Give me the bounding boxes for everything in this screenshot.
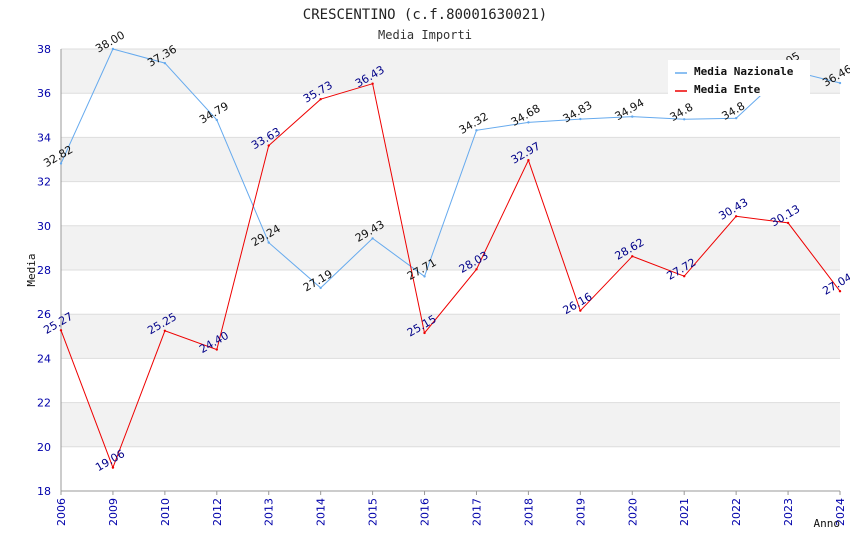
x-tick-label: 2021 xyxy=(678,498,691,526)
data-point-media-nazionale xyxy=(527,121,530,124)
data-point-media-ente xyxy=(838,290,842,293)
data-point-media-nazionale xyxy=(59,162,63,165)
data-point-media-nazionale xyxy=(163,61,167,65)
plot-band xyxy=(61,314,840,359)
data-point-media-nazionale xyxy=(631,115,634,118)
data-point-media-ente xyxy=(423,331,426,335)
data-point-media-ente xyxy=(371,82,374,85)
data-point-media-ente xyxy=(579,309,582,312)
y-tick-label: 30 xyxy=(37,220,51,233)
x-tick-label: 2018 xyxy=(522,498,535,526)
x-tick-label: 2024 xyxy=(834,498,847,526)
plot-band xyxy=(61,358,840,403)
y-tick-label: 36 xyxy=(37,87,51,100)
data-point-media-nazionale xyxy=(111,47,115,51)
x-tick-label: 2023 xyxy=(782,498,795,526)
y-tick-label: 34 xyxy=(37,131,51,144)
series-line-media-ente xyxy=(60,83,841,470)
x-tick-label: 2016 xyxy=(419,498,432,526)
legend: Media Nazionale Media Ente xyxy=(668,60,810,96)
data-point-media-nazionale xyxy=(371,237,374,240)
chart-title: CRESCENTINO (c.f.80001630021) xyxy=(303,7,547,23)
data-point-media-nazionale xyxy=(838,81,842,85)
x-tick-label: 2019 xyxy=(574,498,587,526)
plot-band xyxy=(61,137,840,182)
x-tick-label: 2014 xyxy=(315,498,328,526)
axes xyxy=(60,49,840,492)
data-point-media-ente xyxy=(631,255,634,258)
x-tick-label: 2022 xyxy=(730,498,743,526)
data-point-media-nazionale xyxy=(579,117,582,121)
data-point-media-nazionale xyxy=(475,129,478,132)
data-point-media-ente xyxy=(319,97,322,101)
y-tick-label: 32 xyxy=(37,176,51,189)
x-tick-label: 2010 xyxy=(159,498,172,526)
data-point-media-ente xyxy=(215,348,218,351)
y-tick-label: 20 xyxy=(37,441,51,454)
data-point-media-ente xyxy=(786,221,790,225)
data-point-media-nazionale xyxy=(423,275,426,278)
data-point-media-ente xyxy=(734,215,738,218)
plot-band xyxy=(61,446,840,491)
data-point-media-ente xyxy=(527,158,530,162)
data-point-media-nazionale xyxy=(683,118,686,121)
plot-band xyxy=(61,270,840,315)
data-point-media-ente xyxy=(59,329,63,332)
data-point-media-nazionale xyxy=(267,241,270,244)
legend-label-media-ente: Media Ente xyxy=(694,83,761,96)
y-tick-label: 28 xyxy=(37,264,51,277)
x-tick-labels: 2006 2009 2010 2012 2013 2014 2015 2016 2017 2018… xyxy=(55,491,847,526)
plot-band xyxy=(61,225,840,270)
data-point-media-nazionale xyxy=(319,286,322,290)
data-point-media-ente xyxy=(111,466,115,469)
data-point-media-ente xyxy=(475,268,478,271)
x-tick-label: 2013 xyxy=(263,498,276,526)
x-tick-label: 2009 xyxy=(107,498,120,526)
y-tick-label: 38 xyxy=(37,43,51,56)
chart-subtitle: Media Importi xyxy=(378,28,472,42)
series-lines xyxy=(59,47,842,470)
y-tick-label: 26 xyxy=(37,308,51,321)
x-tick-label: 2020 xyxy=(626,498,639,526)
x-tick-label: 2012 xyxy=(211,498,224,526)
legend-box xyxy=(668,60,810,96)
y-tick-label: 24 xyxy=(37,352,51,365)
legend-label-media-nazionale: Media Nazionale xyxy=(694,65,794,78)
plot-band xyxy=(61,93,840,138)
data-point-media-ente xyxy=(267,144,270,147)
data-point-media-ente xyxy=(163,329,167,332)
y-axis-label: Media xyxy=(25,253,38,286)
x-tick-label: 2006 xyxy=(55,498,68,526)
data-point-media-ente xyxy=(683,274,686,278)
series-line-media-nazionale xyxy=(60,48,841,289)
y-tick-label: 18 xyxy=(37,485,51,498)
y-tick-label: 22 xyxy=(37,397,51,410)
x-tick-label: 2015 xyxy=(367,498,380,526)
plot-band xyxy=(61,402,840,447)
x-tick-label: 2017 xyxy=(470,498,483,526)
y-tick-labels: 18 20 22 24 26 28 30 32 34 36 38 xyxy=(37,43,51,498)
plot-bands xyxy=(61,49,840,491)
data-point-media-nazionale xyxy=(734,116,738,120)
data-point-media-nazionale xyxy=(215,118,218,122)
x-axis-label: Anno xyxy=(814,517,841,530)
